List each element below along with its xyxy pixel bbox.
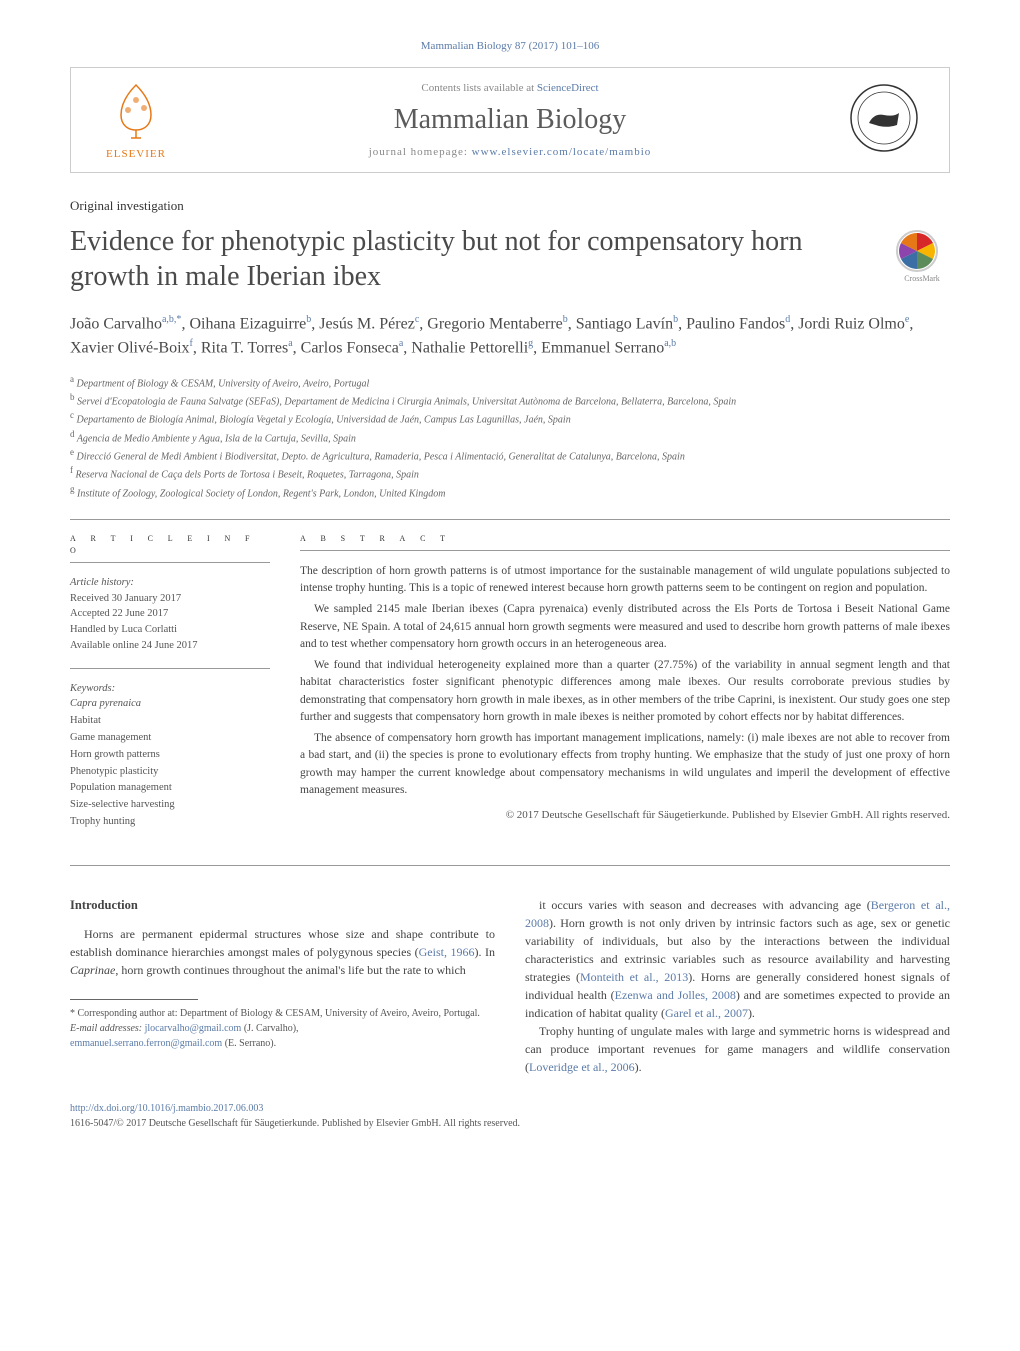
affiliation-line: a Department of Biology & CESAM, Univers… xyxy=(70,373,950,391)
homepage-prefix: journal homepage: xyxy=(369,146,472,158)
svg-text:CrossMark: CrossMark xyxy=(904,274,940,283)
email-label: E-mail addresses: xyxy=(70,1023,145,1034)
society-logo xyxy=(839,83,929,157)
introduction-heading: Introduction xyxy=(70,896,495,915)
authors-list: João Carvalhoa,b,*, Oihana Eizaguirreb, … xyxy=(70,312,950,361)
elsevier-logo[interactable]: ELSEVIER xyxy=(91,80,181,160)
divider xyxy=(70,519,950,520)
keyword: Horn growth patterns xyxy=(70,747,270,764)
crossmark-icon[interactable]: CrossMark xyxy=(895,229,950,284)
email-name-1: (J. Carvalho), xyxy=(241,1023,298,1034)
body-left-column: Introduction Horns are permanent epiderm… xyxy=(70,896,495,1076)
abstract-paragraph: We sampled 2145 male Iberian ibexes (Cap… xyxy=(300,601,950,653)
article-info-label: a r t i c l e i n f o xyxy=(70,532,270,563)
elsevier-tree-icon xyxy=(106,80,166,140)
affiliation-line: e Direcció General de Medi Ambient i Bio… xyxy=(70,446,950,464)
contents-line: Contents lists available at ScienceDirec… xyxy=(181,82,839,94)
intro-paragraph-3: Trophy hunting of ungulate males with la… xyxy=(525,1022,950,1076)
history-line: Received 30 January 2017 xyxy=(70,591,270,607)
affiliations-list: a Department of Biology & CESAM, Univers… xyxy=(70,373,950,501)
abstract-copyright: © 2017 Deutsche Gesellschaft für Säugeti… xyxy=(300,809,950,821)
cite-bergeron[interactable]: Bergeron et al., 2008 xyxy=(525,898,950,930)
history-label: Article history: xyxy=(70,575,270,591)
cite-garel[interactable]: Garel et al., 2007 xyxy=(665,1006,748,1020)
info-divider xyxy=(70,668,270,669)
email-link-1[interactable]: jlocarvalho@gmail.com xyxy=(145,1023,242,1034)
body-right-column: it occurs varies with season and decreas… xyxy=(525,896,950,1076)
history-line: Available online 24 June 2017 xyxy=(70,638,270,654)
article-type: Original investigation xyxy=(70,198,950,214)
sciencedirect-link[interactable]: ScienceDirect xyxy=(537,82,599,94)
page-footer: http://dx.doi.org/10.1016/j.mambio.2017.… xyxy=(70,1101,950,1131)
contents-prefix: Contents lists available at xyxy=(421,82,536,94)
keywords-label: Keywords: xyxy=(70,681,270,697)
abstract-label: a b s t r a c t xyxy=(300,532,950,551)
affiliation-line: d Agencia de Medio Ambiente y Agua, Isla… xyxy=(70,428,950,446)
intro-paragraph-2: it occurs varies with season and decreas… xyxy=(525,896,950,1022)
history-line: Handled by Luca Corlatti xyxy=(70,622,270,638)
homepage-link[interactable]: www.elsevier.com/locate/mambio xyxy=(472,146,652,158)
abstract-column: a b s t r a c t The description of horn … xyxy=(300,532,950,845)
abstract-paragraph: The absence of compensatory horn growth … xyxy=(300,730,950,799)
elsevier-text: ELSEVIER xyxy=(91,148,181,160)
divider xyxy=(70,865,950,866)
footnotes: * Corresponding author at: Department of… xyxy=(70,1006,495,1051)
abstract-text: The description of horn growth patterns … xyxy=(300,563,950,799)
cite-geist[interactable]: Geist, 1966 xyxy=(419,945,475,959)
keyword: Trophy hunting xyxy=(70,814,270,831)
keyword: Game management xyxy=(70,730,270,747)
intro-paragraph-1: Horns are permanent epidermal structures… xyxy=(70,925,495,979)
body-text: Introduction Horns are permanent epiderm… xyxy=(70,896,950,1076)
cite-ezenwa[interactable]: Ezenwa and Jolles, 2008 xyxy=(615,988,736,1002)
society-seal-icon xyxy=(849,83,919,153)
history-line: Accepted 22 June 2017 xyxy=(70,606,270,622)
keyword: Capra pyrenaica xyxy=(70,696,270,713)
keywords-block: Keywords: Capra pyrenaicaHabitatGame man… xyxy=(70,681,270,831)
keyword: Size-selective harvesting xyxy=(70,797,270,814)
doi-link[interactable]: http://dx.doi.org/10.1016/j.mambio.2017.… xyxy=(70,1103,263,1114)
affiliation-line: f Reserva Nacional de Caça dels Ports de… xyxy=(70,464,950,482)
article-history: Article history: Received 30 January 201… xyxy=(70,575,270,654)
cite-loveridge[interactable]: Loveridge et al., 2006 xyxy=(529,1060,635,1074)
journal-reference: Mammalian Biology 87 (2017) 101–106 xyxy=(70,40,950,52)
journal-homepage: journal homepage: www.elsevier.com/locat… xyxy=(181,146,839,158)
corresponding-author-note: * Corresponding author at: Department of… xyxy=(70,1006,495,1021)
affiliation-line: c Departamento de Biología Animal, Biolo… xyxy=(70,409,950,427)
keyword: Habitat xyxy=(70,713,270,730)
keyword: Phenotypic plasticity xyxy=(70,764,270,781)
article-info-column: a r t i c l e i n f o Article history: R… xyxy=(70,532,270,845)
email-name-2: (E. Serrano). xyxy=(222,1038,276,1049)
keyword: Population management xyxy=(70,780,270,797)
abstract-paragraph: We found that individual heterogeneity e… xyxy=(300,657,950,726)
journal-header: ELSEVIER Contents lists available at Sci… xyxy=(70,67,950,173)
cite-monteith[interactable]: Monteith et al., 2013 xyxy=(580,970,688,984)
issn-copyright: 1616-5047/© 2017 Deutsche Gesellschaft f… xyxy=(70,1118,520,1129)
affiliation-line: b Servei d'Ecopatologia de Fauna Salvatg… xyxy=(70,391,950,409)
footnote-rule xyxy=(70,999,198,1000)
email-link-2[interactable]: emmanuel.serrano.ferron@gmail.com xyxy=(70,1038,222,1049)
abstract-paragraph: The description of horn growth patterns … xyxy=(300,563,950,598)
email-addresses: E-mail addresses: jlocarvalho@gmail.com … xyxy=(70,1021,495,1051)
article-title: Evidence for phenotypic plasticity but n… xyxy=(70,224,875,294)
journal-name: Mammalian Biology xyxy=(181,104,839,136)
affiliation-line: g Institute of Zoology, Zoological Socie… xyxy=(70,483,950,501)
